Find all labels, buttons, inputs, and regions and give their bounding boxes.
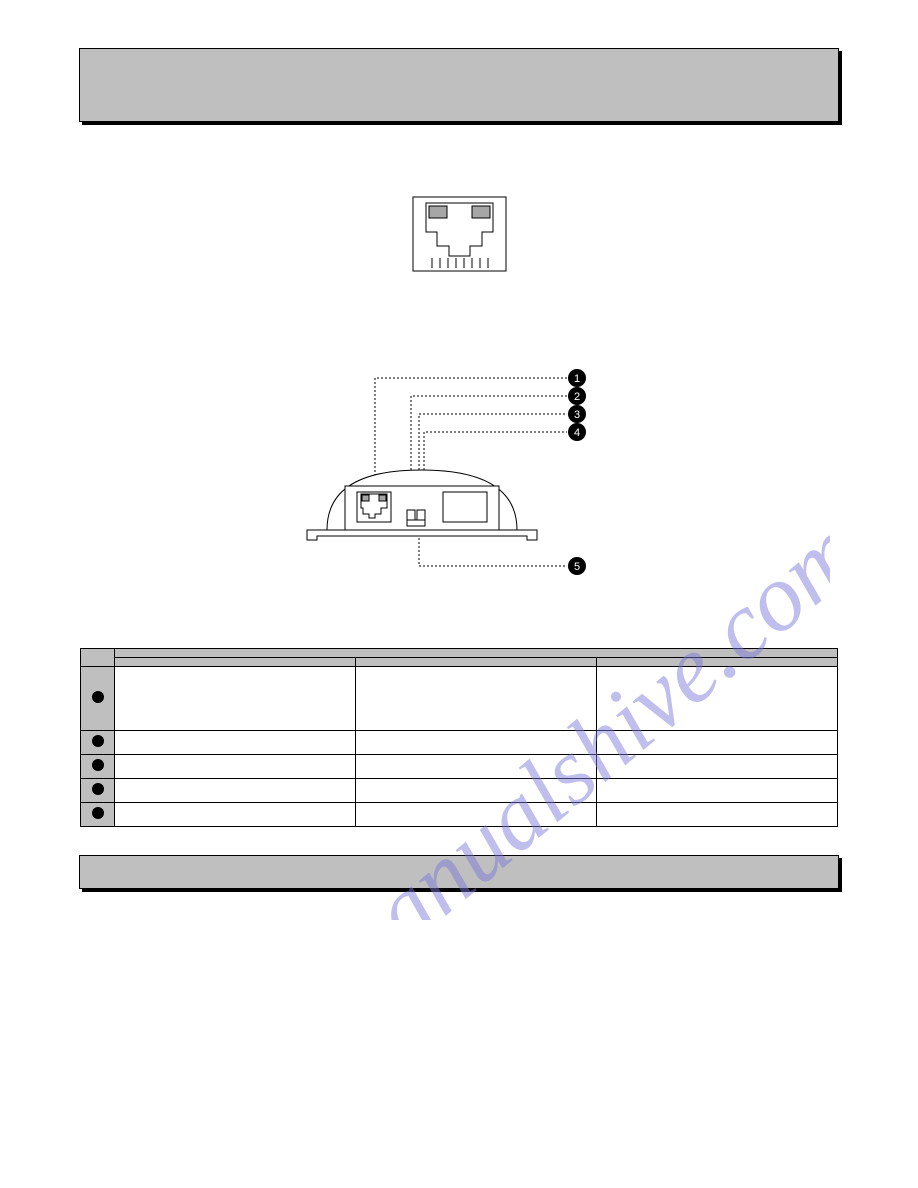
table-row (81, 803, 838, 827)
row-num-3 (81, 755, 115, 779)
row-2-color (356, 731, 597, 755)
svg-text:3: 3 (574, 409, 580, 421)
table-header-row-1 (81, 649, 838, 658)
row-num-1 (81, 667, 115, 731)
rj45-figure (72, 196, 846, 278)
col-header-name (115, 658, 356, 667)
row-5-color (356, 803, 597, 827)
row-1-name (115, 667, 356, 731)
row-3-name (115, 755, 356, 779)
table-row (81, 755, 838, 779)
dot-icon (92, 691, 104, 703)
table-row (81, 731, 838, 755)
row-2-status (597, 731, 838, 755)
table-header-span (115, 649, 838, 658)
table-row (81, 779, 838, 803)
dot-icon (92, 807, 104, 819)
col-header-status (597, 658, 838, 667)
dot-icon (92, 783, 104, 795)
page-root: manualshive.com (0, 0, 918, 1188)
row-1-status (597, 667, 838, 731)
row-5-name (115, 803, 356, 827)
dot-icon (92, 759, 104, 771)
dot-icon (92, 735, 104, 747)
device-diagram-icon: 1 2 3 4 5 (249, 362, 669, 592)
row-3-status (597, 755, 838, 779)
row-2-name (115, 731, 356, 755)
svg-text:2: 2 (574, 391, 580, 403)
svg-text:1: 1 (574, 373, 580, 385)
section-banner-bottom (79, 855, 839, 889)
svg-text:5: 5 (574, 561, 580, 573)
row-4-name (115, 779, 356, 803)
device-figure: 1 2 3 4 5 (72, 362, 846, 592)
led-table (80, 648, 838, 827)
row-num-2 (81, 731, 115, 755)
table-row (81, 667, 838, 731)
row-4-color (356, 779, 597, 803)
row-4-status (597, 779, 838, 803)
table-header-row-2 (81, 658, 838, 667)
row-3-color (356, 755, 597, 779)
row-num-4 (81, 779, 115, 803)
table-corner (81, 649, 115, 667)
svg-text:4: 4 (574, 427, 580, 439)
col-header-color (356, 658, 597, 667)
row-1-color (356, 667, 597, 731)
section-banner-top (79, 48, 839, 122)
row-num-5 (81, 803, 115, 827)
row-5-status (597, 803, 838, 827)
rj45-icon (412, 196, 507, 278)
